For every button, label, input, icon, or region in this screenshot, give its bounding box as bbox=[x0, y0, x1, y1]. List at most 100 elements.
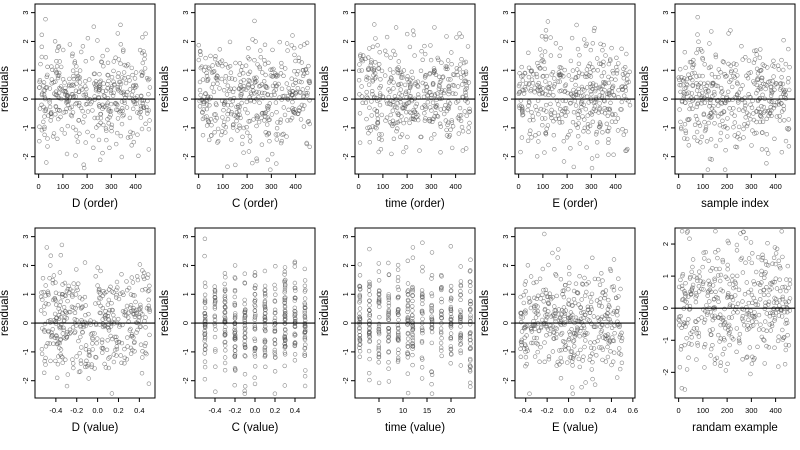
data-point bbox=[204, 73, 210, 79]
data-point bbox=[42, 329, 47, 334]
data-point bbox=[770, 78, 775, 84]
y-tick-label: -1 bbox=[21, 125, 30, 132]
data-point bbox=[553, 116, 559, 122]
data-point bbox=[293, 58, 298, 64]
data-point bbox=[253, 345, 258, 351]
data-point bbox=[262, 57, 267, 63]
data-point bbox=[242, 339, 247, 344]
data-point bbox=[59, 354, 64, 359]
data-point bbox=[404, 109, 409, 115]
data-point bbox=[243, 307, 248, 312]
y-tick-label: 2 bbox=[181, 263, 190, 267]
data-point bbox=[596, 124, 602, 130]
data-point bbox=[539, 91, 545, 96]
data-point bbox=[376, 278, 382, 283]
data-point bbox=[564, 135, 570, 140]
data-point bbox=[204, 78, 209, 83]
data-point bbox=[394, 129, 399, 134]
data-point bbox=[542, 150, 547, 155]
data-point bbox=[609, 325, 615, 330]
data-point bbox=[600, 357, 605, 363]
data-point bbox=[569, 327, 574, 332]
data-point bbox=[600, 47, 605, 53]
data-point bbox=[778, 81, 783, 86]
x-tick-label: 400 bbox=[769, 406, 782, 415]
data-point bbox=[396, 357, 401, 363]
data-point bbox=[412, 117, 417, 122]
data-point bbox=[376, 269, 382, 274]
data-point bbox=[389, 151, 394, 157]
data-point bbox=[449, 352, 454, 357]
data-point bbox=[409, 69, 414, 75]
data-point bbox=[468, 315, 473, 320]
data-point bbox=[222, 288, 228, 294]
data-point bbox=[546, 301, 551, 307]
data-point bbox=[213, 347, 218, 352]
data-point bbox=[582, 117, 587, 122]
data-point bbox=[65, 123, 71, 129]
data-point bbox=[707, 156, 713, 162]
data-point bbox=[357, 273, 363, 278]
data-point bbox=[282, 280, 287, 285]
data-point bbox=[282, 285, 288, 290]
data-point bbox=[780, 285, 785, 290]
y-tick-label: 0 bbox=[181, 321, 190, 325]
data-point bbox=[429, 302, 434, 308]
data-point bbox=[272, 298, 277, 303]
data-point bbox=[147, 76, 152, 82]
data-point bbox=[771, 74, 776, 79]
data-point bbox=[596, 110, 601, 115]
data-point bbox=[595, 68, 600, 73]
data-point bbox=[680, 273, 685, 279]
data-point bbox=[70, 51, 75, 56]
data-point bbox=[405, 298, 411, 303]
data-point bbox=[517, 90, 522, 95]
data-point bbox=[252, 381, 258, 387]
data-point bbox=[682, 291, 688, 296]
data-point bbox=[570, 363, 575, 368]
data-point bbox=[282, 341, 287, 347]
data-point bbox=[265, 107, 271, 112]
data-point bbox=[784, 277, 789, 282]
data-point bbox=[609, 76, 614, 82]
data-point bbox=[415, 84, 421, 89]
data-point bbox=[232, 316, 238, 321]
data-point bbox=[56, 90, 62, 96]
data-point bbox=[69, 83, 74, 88]
data-point bbox=[79, 297, 85, 302]
data-point bbox=[122, 346, 127, 352]
data-point bbox=[584, 94, 590, 99]
data-point bbox=[726, 291, 731, 296]
data-point bbox=[419, 340, 425, 345]
data-point bbox=[732, 120, 737, 125]
data-point bbox=[585, 113, 590, 118]
data-point bbox=[730, 278, 735, 283]
data-point bbox=[728, 63, 733, 68]
data-point bbox=[113, 100, 118, 106]
data-point bbox=[696, 73, 702, 79]
scatter-series bbox=[516, 19, 633, 171]
data-point bbox=[233, 276, 238, 281]
data-point bbox=[448, 311, 454, 316]
data-point bbox=[410, 316, 415, 321]
data-point bbox=[429, 95, 434, 101]
data-point bbox=[55, 341, 60, 346]
data-point bbox=[569, 77, 574, 83]
data-point bbox=[56, 70, 62, 76]
data-point bbox=[527, 299, 533, 304]
data-point bbox=[539, 317, 545, 323]
data-point bbox=[369, 113, 374, 118]
data-point bbox=[376, 360, 381, 365]
data-point bbox=[518, 346, 523, 351]
data-point bbox=[303, 327, 308, 332]
data-point bbox=[579, 297, 584, 302]
data-point bbox=[784, 317, 789, 323]
data-point bbox=[140, 100, 146, 106]
data-point bbox=[250, 84, 255, 90]
data-point bbox=[457, 105, 463, 111]
data-point bbox=[379, 132, 384, 137]
data-point bbox=[565, 360, 570, 365]
data-point bbox=[111, 352, 117, 357]
data-point bbox=[222, 87, 227, 93]
data-point bbox=[43, 301, 49, 306]
